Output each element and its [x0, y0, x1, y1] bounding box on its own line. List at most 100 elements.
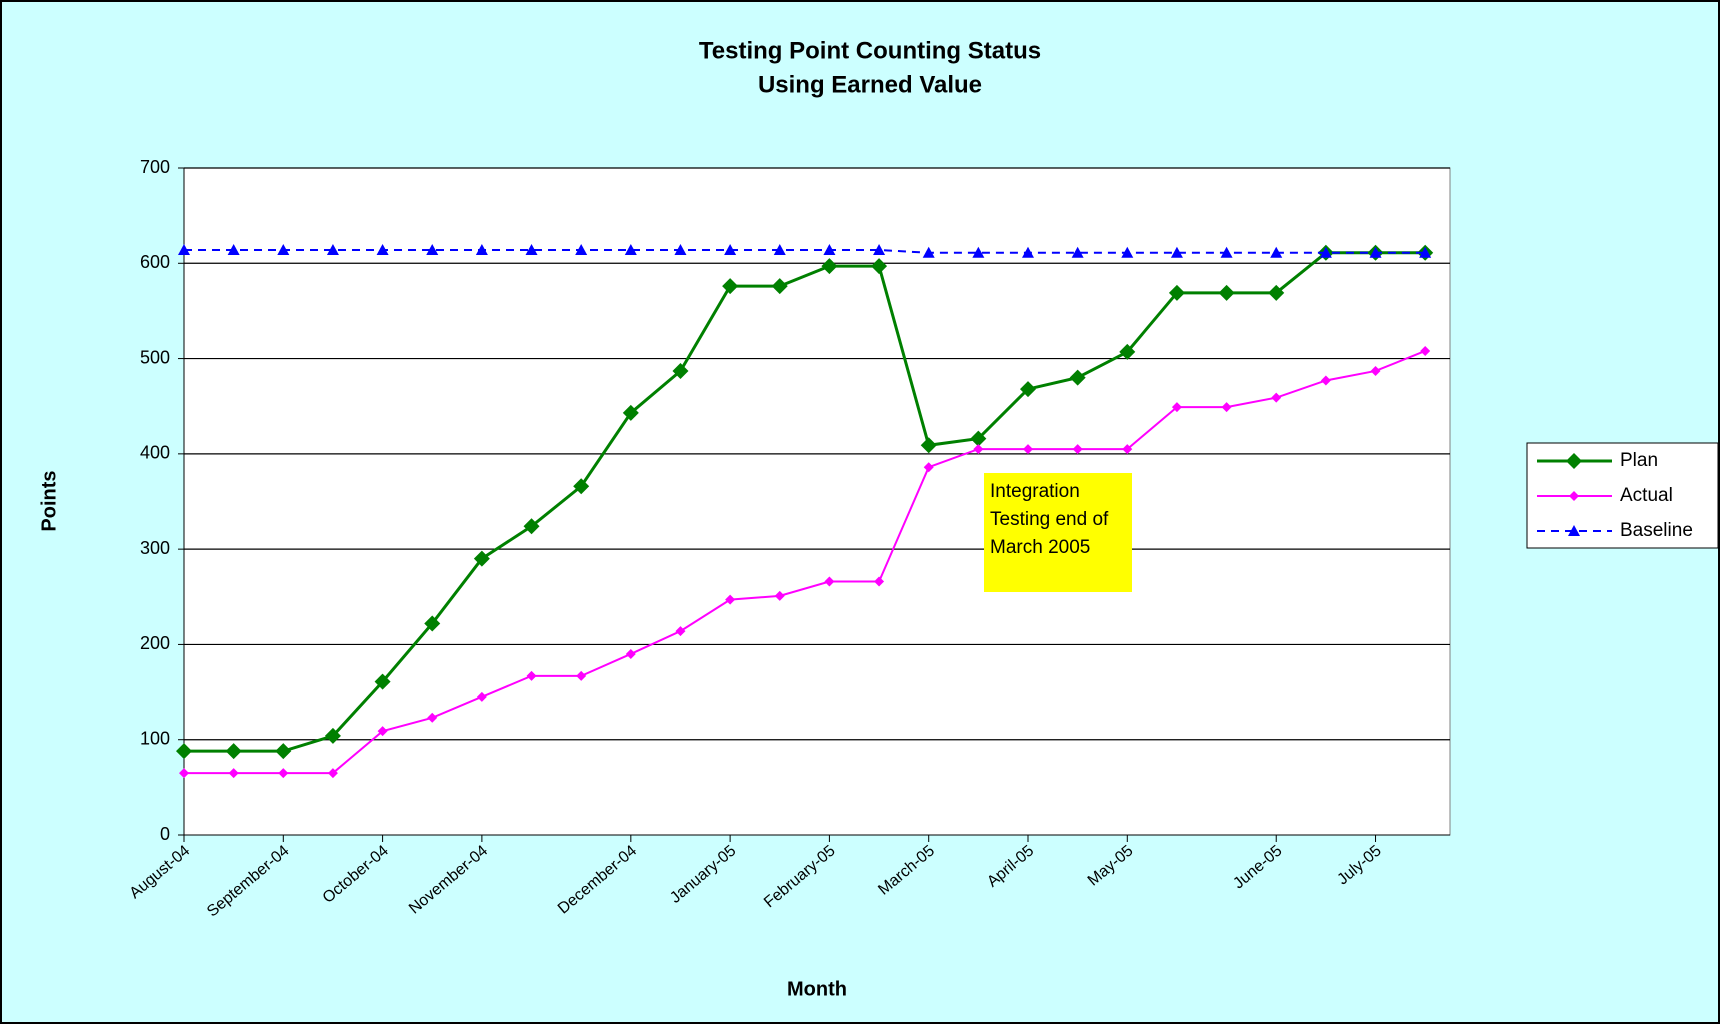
marker [374, 673, 391, 690]
marker [675, 626, 686, 637]
marker [523, 518, 540, 535]
legend-label: Plan [1620, 450, 1658, 471]
chart-title: Testing Point Counting Status [699, 37, 1041, 64]
legend-label: Actual [1620, 485, 1673, 506]
marker [476, 691, 487, 702]
marker [724, 243, 737, 255]
y-tick-label: 100 [140, 728, 170, 748]
marker [1171, 402, 1182, 413]
marker [1071, 246, 1084, 258]
marker [573, 478, 590, 495]
marker [1271, 392, 1282, 403]
marker [1218, 284, 1235, 301]
marker [922, 246, 935, 258]
y-tick-label: 700 [140, 157, 170, 177]
marker [1119, 343, 1136, 360]
y-tick-label: 200 [140, 633, 170, 653]
marker [624, 243, 637, 255]
series-line [184, 248, 1426, 254]
marker [526, 670, 537, 681]
marker [824, 576, 835, 587]
chart-subtitle: Using Earned Value [758, 71, 982, 98]
marker [228, 768, 239, 779]
marker [525, 243, 538, 255]
y-tick-label: 600 [140, 252, 170, 272]
legend-label: Baseline [1620, 520, 1693, 541]
marker [1420, 345, 1431, 356]
marker [327, 768, 338, 779]
marker [475, 243, 488, 255]
marker [178, 243, 190, 255]
marker [1320, 375, 1331, 386]
marker [722, 278, 739, 295]
marker [326, 243, 339, 255]
marker [427, 712, 438, 723]
marker [324, 727, 341, 744]
marker [1072, 444, 1083, 455]
marker [1122, 444, 1133, 455]
marker [1566, 453, 1582, 469]
marker [1069, 369, 1086, 386]
marker [377, 726, 388, 737]
plot-area [183, 167, 1451, 836]
y-tick-label: 500 [140, 347, 170, 367]
marker [920, 437, 937, 454]
marker [823, 243, 836, 255]
series-line [184, 350, 1426, 775]
marker [176, 743, 192, 760]
marker [1370, 365, 1381, 376]
marker [972, 246, 985, 258]
marker [1568, 525, 1580, 536]
marker [576, 670, 587, 681]
marker [625, 648, 636, 659]
marker [1369, 246, 1382, 258]
marker [227, 243, 240, 255]
marker [278, 768, 289, 779]
marker [923, 462, 934, 473]
marker [773, 243, 786, 255]
marker [1168, 284, 1185, 301]
y-tick-label: 0 [160, 824, 170, 844]
marker [774, 590, 785, 601]
marker [1220, 246, 1233, 258]
marker [771, 278, 788, 295]
y-tick-label: 400 [140, 443, 170, 463]
marker [277, 243, 290, 255]
marker [1569, 491, 1579, 501]
marker [1268, 284, 1285, 301]
marker [275, 743, 292, 760]
marker [873, 243, 886, 255]
marker [1170, 246, 1183, 258]
x-axis-label: Month [787, 978, 847, 1000]
marker [725, 594, 736, 605]
marker [1023, 444, 1033, 455]
y-tick-label: 300 [140, 538, 170, 558]
marker [424, 615, 441, 632]
marker [179, 768, 189, 779]
marker [575, 243, 588, 255]
annotation: Integration Testing end of March 2005 [984, 473, 1132, 592]
marker [821, 258, 838, 275]
marker [1221, 402, 1232, 413]
marker [473, 550, 490, 567]
marker [1121, 246, 1134, 258]
marker [622, 404, 639, 421]
marker [1022, 246, 1034, 258]
marker [225, 743, 242, 760]
marker [376, 243, 389, 255]
marker [1319, 246, 1332, 258]
marker [426, 243, 439, 255]
marker [871, 258, 888, 275]
marker [674, 243, 687, 255]
series-line [184, 251, 1426, 753]
marker [874, 576, 885, 587]
marker [1419, 246, 1432, 258]
marker [1270, 246, 1283, 258]
marker [973, 444, 984, 455]
marker [672, 362, 689, 379]
marker [970, 430, 987, 447]
y-axis-label: Points [38, 470, 60, 531]
marker [1020, 381, 1036, 398]
